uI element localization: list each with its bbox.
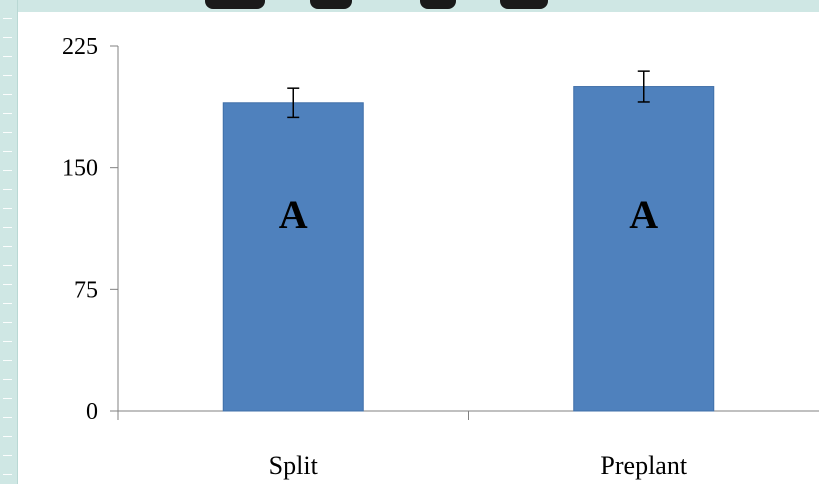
y-tick-label: 75 [74,277,98,303]
x-category-label: Split [269,451,319,480]
error-bar-split [287,87,300,119]
top-title-fragment [0,0,819,12]
error-bar-preplant [637,70,650,103]
bar-letter-label: A [629,192,658,237]
bar-preplant [573,86,715,412]
bar-letter-label: A [279,192,308,237]
y-tick-label: 150 [62,156,98,182]
x-category-label: Preplant [600,451,687,480]
x-axis: Split Preplant [117,410,819,480]
y-tick-label: 225 [62,34,98,60]
y-tick-label: 0 [86,399,98,425]
slide-border-strip [0,0,18,484]
bar-split [222,102,364,412]
y-axis: 0 75 150 225 [62,34,119,425]
